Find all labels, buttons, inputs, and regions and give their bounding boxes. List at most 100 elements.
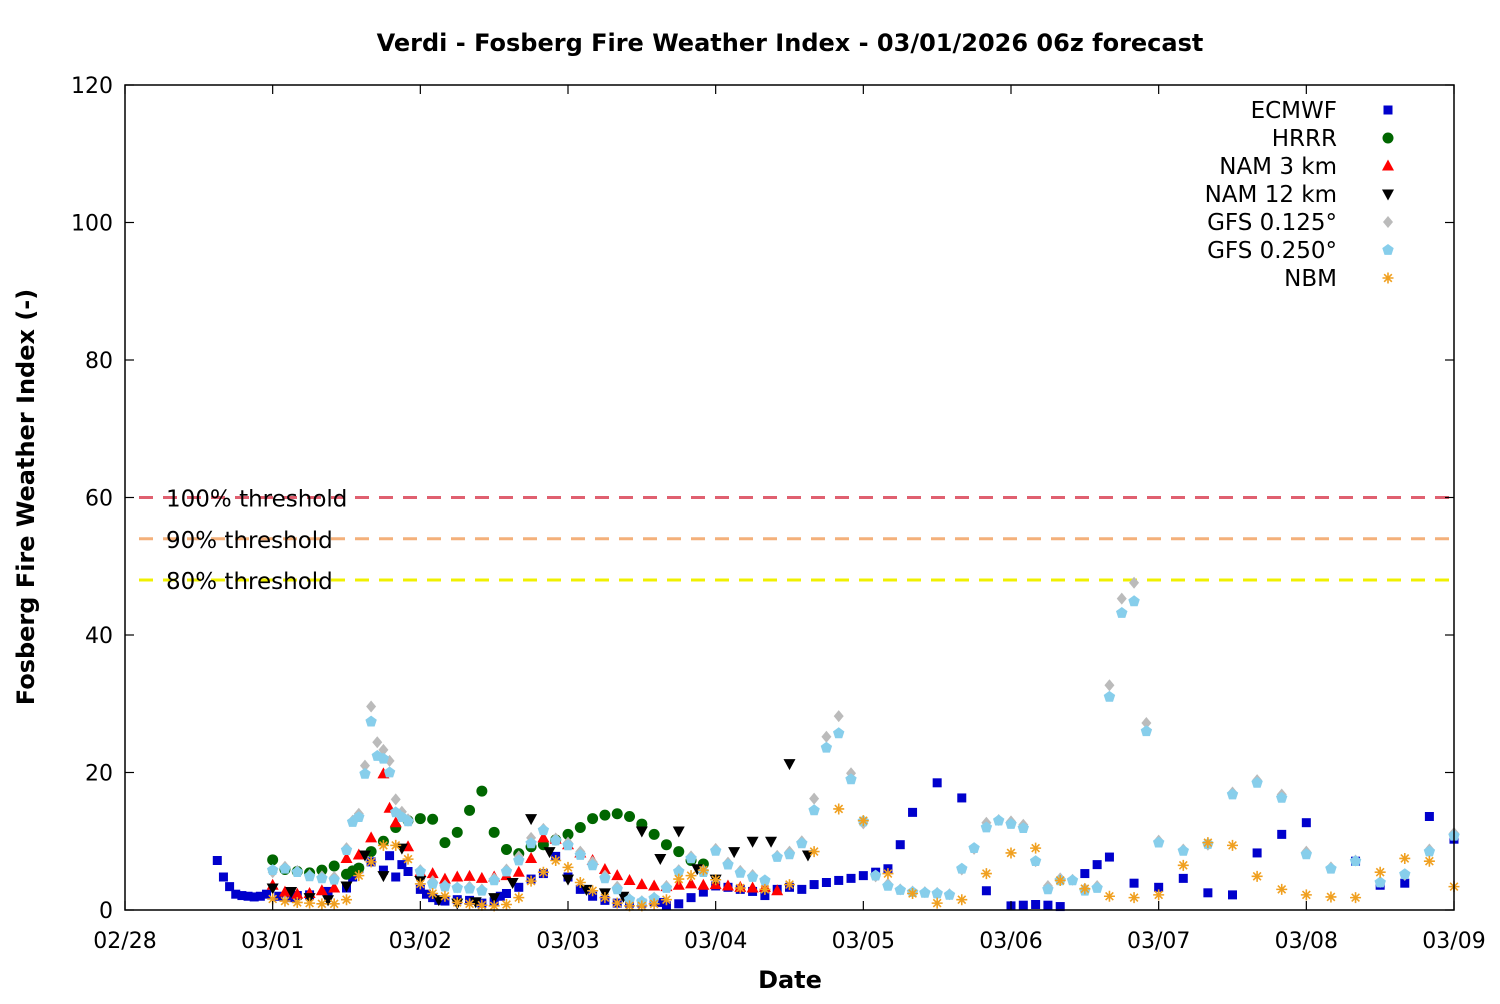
ecmwf-point xyxy=(674,899,684,909)
hrrr-point xyxy=(316,864,328,876)
legend-marker-nam-3-km xyxy=(1382,159,1394,171)
legend-marker-nbm xyxy=(1382,272,1394,284)
series-gfs-0-250 xyxy=(267,595,1460,907)
ecmwf-point xyxy=(1031,900,1041,909)
nbm-point xyxy=(291,896,303,908)
gfs-0-250-point xyxy=(660,882,673,893)
series-nbm xyxy=(267,803,1460,912)
ecmwf-point xyxy=(797,884,807,894)
gfs-0-250-point xyxy=(808,804,820,816)
nbm-point xyxy=(451,896,463,908)
ecmwf-point xyxy=(760,891,770,901)
nam-12-km-point xyxy=(340,881,353,893)
nam-12-km-point xyxy=(617,891,630,903)
gfs-0-250-point xyxy=(402,815,414,827)
gfs-0-250-point xyxy=(1325,862,1337,874)
threshold-lines: 100% threshold 90% threshold 80% threshold xyxy=(139,487,1454,595)
gfs-0-250-point xyxy=(1374,876,1386,888)
gfs-0-250-point xyxy=(869,869,882,881)
nam-3-km-point xyxy=(451,870,464,882)
nam-3-km-point xyxy=(771,884,784,896)
nbm-point xyxy=(1177,859,1189,871)
nam-3-km-point xyxy=(352,848,365,860)
ecmwf-point xyxy=(1092,860,1102,870)
ecmwf-point xyxy=(957,793,967,803)
ecmwf-point xyxy=(686,893,696,903)
series-gfs-0-125 xyxy=(267,576,1459,908)
nbm-point xyxy=(624,900,636,912)
gfs-0-250-point xyxy=(451,882,463,893)
gfs-0-250-point xyxy=(993,814,1005,826)
legend-marker-nam-12-km xyxy=(1382,189,1394,201)
100-threshold-label: 100% threshold xyxy=(166,487,347,513)
ecmwf-point xyxy=(1301,818,1311,828)
nam-3-km-point xyxy=(721,879,734,891)
nam-12-km-point xyxy=(322,895,335,907)
nbm-point xyxy=(1227,839,1238,851)
nam-12-km-point xyxy=(488,893,501,905)
hrrr-point xyxy=(562,828,574,840)
ecmwf-point xyxy=(655,897,665,907)
nbm-point xyxy=(464,898,476,910)
nam-3-km-point xyxy=(685,877,698,889)
nam-3-km-point xyxy=(746,881,759,893)
axis-ticks: 0 20 40 60 80 100 120 02/28 03/01 03/02 03/03 03/04… xyxy=(71,74,1486,954)
legend-label-nam-12-km: NAM 12 km xyxy=(1205,182,1337,208)
nbm-point xyxy=(1399,852,1411,864)
gfs-0-250-point xyxy=(377,752,390,764)
gfs-0-250-point xyxy=(513,854,525,866)
nbm-point xyxy=(537,866,549,878)
nbm-point xyxy=(648,898,660,910)
gfs-0-125-point xyxy=(359,759,370,772)
ecmwf-point xyxy=(846,873,856,883)
nam-12-km-point xyxy=(377,871,390,883)
80-threshold-label: 80% threshold xyxy=(166,569,333,595)
nam-3-km-point xyxy=(525,851,538,863)
nam-3-km-point xyxy=(512,865,525,877)
nbm-point xyxy=(1423,855,1435,867)
nam-12-km-point xyxy=(746,836,759,848)
nbm-point xyxy=(1374,866,1386,878)
gfs-0-250-point xyxy=(1005,818,1017,829)
ecmwf-point xyxy=(378,865,388,875)
gfs-0-250-point xyxy=(599,872,611,884)
nbm-point xyxy=(341,894,352,906)
ecmwf-point xyxy=(858,871,868,881)
nbm-point xyxy=(611,897,623,909)
gfs-0-250-point xyxy=(1066,874,1079,886)
nbm-point xyxy=(956,894,968,906)
nbm-point xyxy=(784,879,795,891)
nbm-point xyxy=(673,873,685,885)
gfs-0-250-point xyxy=(586,859,599,871)
ecmwf-point xyxy=(1400,878,1410,888)
y-tick-label: 0 xyxy=(99,899,113,924)
nam-12-km-point xyxy=(432,895,445,907)
nbm-point xyxy=(1128,892,1140,904)
gfs-0-250-point xyxy=(500,865,513,877)
gfs-0-250-point xyxy=(359,767,371,779)
ecmwf-point xyxy=(661,901,671,911)
ecmwf-point xyxy=(895,840,905,850)
hrrr-point xyxy=(353,862,365,874)
gfs-0-250-point xyxy=(328,873,340,885)
nam-12-km-point xyxy=(783,759,796,771)
ecmwf-point xyxy=(1018,900,1028,910)
x-tick-label: 03/08 xyxy=(1275,929,1338,954)
gfs-0-250-point xyxy=(1128,595,1140,607)
gfs-0-250-point xyxy=(980,821,993,833)
gfs-0-250-point xyxy=(1091,882,1103,893)
nam-12-km-point xyxy=(285,886,298,898)
hrrr-point xyxy=(673,846,685,858)
gfs-0-250-point xyxy=(316,872,328,884)
gfs-0-250-point xyxy=(1042,883,1054,895)
data-points xyxy=(212,576,1460,912)
gfs-0-250-point xyxy=(710,844,722,856)
nbm-point xyxy=(574,877,586,888)
gfs-0-250-point xyxy=(1226,788,1239,800)
90-threshold-label: 90% threshold xyxy=(166,528,333,554)
legend-label-ecmwf: ECMWF xyxy=(1251,98,1337,124)
nbm-point xyxy=(980,868,992,880)
